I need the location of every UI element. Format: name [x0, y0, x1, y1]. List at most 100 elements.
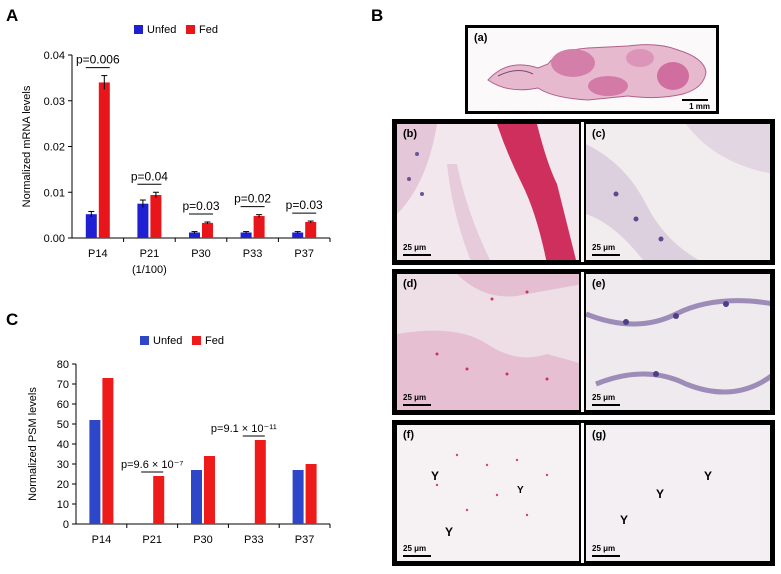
legend-swatch-fed [192, 336, 201, 345]
bar-fed-p33 [254, 440, 266, 524]
bar-fed-p33 [253, 216, 265, 238]
y-tick-label: 0.00 [44, 233, 65, 245]
y-tick-label: 0 [63, 519, 69, 531]
mrna-bar-chart: Normalized mRNA levels 0.00 0.01 0.02 0.03 0.… [21, 24, 331, 276]
legend-swatch-unfed [140, 336, 149, 345]
yolk-mark: Y [445, 525, 454, 539]
legend-swatch-unfed [134, 25, 143, 34]
micrograph-row-fg [392, 420, 775, 566]
psm-bar-chart: Normalized PSM levels 0 10 20 30 40 50 60 70 80 P1… [27, 335, 331, 546]
y-axis-label: Normalized PSM levels [27, 387, 39, 501]
bar-unfed-p21 [137, 203, 149, 238]
p-value-annotation: p=0.02 [234, 192, 271, 206]
scale-bar [592, 555, 620, 557]
legend-swatch-fed [186, 25, 195, 34]
micrograph-b: (b) 25 μm [395, 122, 581, 262]
y-tick-label: 80 [57, 359, 69, 371]
p-value-annotation: p=0.04 [131, 169, 168, 183]
yolk-mark: Y [656, 487, 665, 501]
x-tick-label: P37 [294, 248, 314, 260]
p-value-annotation: p=0.03 [286, 198, 323, 212]
micrograph-b-label: (b) [403, 128, 418, 140]
bar-unfed-p14 [85, 214, 97, 238]
y-tick-label: 0.01 [44, 187, 65, 199]
scale-bar [403, 254, 431, 256]
x-tick-label: P33 [243, 248, 263, 260]
x-tick-label: P14 [92, 534, 112, 546]
micrograph-g: (g) Y Y Y 25 μm [584, 423, 772, 563]
bar-unfed-p14 [89, 420, 101, 524]
micrograph-d-scale: 25 μm [403, 393, 427, 402]
micrograph-row-bc [392, 119, 775, 265]
scale-bar [592, 254, 620, 256]
whole-body-section-image [468, 28, 716, 111]
bar-fed-p14 [102, 378, 114, 524]
x-tick-label: P21 [142, 534, 162, 546]
bar-fed-p37 [305, 221, 317, 238]
scale-bar [592, 404, 620, 406]
bar-unfed-p30 [189, 232, 200, 238]
p-value-annotation: p=0.006 [76, 53, 120, 67]
x-tick-label: P30 [193, 534, 213, 546]
x-tick-label: P30 [191, 248, 211, 260]
panel-label-b: B [371, 6, 384, 25]
bar-fed-p21 [153, 476, 165, 524]
y-tick-label: 50 [57, 419, 69, 431]
bar-fed-p14 [98, 82, 110, 238]
bar-unfed-p33 [240, 232, 252, 238]
legend-label-unfed: Unfed [147, 24, 176, 36]
x-tick-label: P37 [295, 534, 315, 546]
bar-fed-p21 [150, 194, 162, 238]
panel-label-c: C [6, 310, 19, 329]
scale-bar [403, 404, 431, 406]
micrograph-c: (c) 25 μm [584, 122, 772, 262]
x-tick-label: P33 [244, 534, 264, 546]
yolk-mark: Y [517, 485, 524, 496]
micrograph-e-scale: 25 μm [592, 393, 616, 402]
y-axis-label: Normalized mRNA levels [21, 85, 33, 207]
bar-unfed-p30 [191, 470, 202, 524]
y-tick-label: 70 [57, 379, 69, 391]
y-tick-label: 30 [57, 459, 69, 471]
bar-unfed-p37 [292, 232, 304, 238]
x-tick-label: P21 [140, 248, 160, 260]
micrograph-d: (d) 25 μm [395, 272, 581, 412]
legend-label-unfed: Unfed [153, 335, 182, 347]
legend-label-fed: Fed [205, 335, 224, 347]
micrograph-row-de [392, 269, 775, 415]
panel-label-a: A [6, 6, 19, 25]
micrograph-g-label: (g) [592, 429, 607, 441]
y-tick-label: 40 [57, 439, 69, 451]
micrograph-e: (e) 25 μm [584, 272, 772, 412]
micrograph-f-scale: 25 μm [403, 544, 427, 553]
micrograph-c-scale: 25 μm [592, 243, 616, 252]
micrograph-e-label: (e) [592, 278, 606, 290]
legend-label-fed: Fed [199, 24, 218, 36]
tissue-image-e [586, 298, 770, 395]
x-tick-sublabel: (1/100) [132, 264, 167, 276]
yolk-mark: Y [620, 513, 629, 527]
x-tick-label: P14 [88, 248, 108, 260]
scale-bar [682, 99, 708, 101]
y-tick-label: 0.03 [44, 96, 65, 108]
micrograph-a-scale: 1 mm [689, 102, 710, 111]
micrograph-a-label: (a) [474, 32, 488, 44]
micrograph-d-label: (d) [403, 278, 418, 290]
tissue-image-b [397, 124, 576, 260]
scale-bar [403, 555, 431, 557]
y-tick-label: 0.02 [44, 142, 65, 154]
tissue-image-d [397, 274, 579, 410]
p-value-annotation: p=9.1 × 10⁻¹¹ [211, 423, 277, 435]
y-tick-label: 0.04 [44, 50, 65, 62]
tissue-image-c [586, 124, 770, 260]
micrograph-b-scale: 25 μm [403, 243, 427, 252]
y-tick-label: 10 [57, 499, 69, 511]
bar-fed-p30 [202, 222, 213, 238]
p-value-annotation: p=9.6 × 10⁻⁷ [121, 459, 183, 471]
bar-unfed-p37 [292, 470, 304, 524]
bar-fed-p30 [204, 456, 215, 524]
micrograph-g-scale: 25 μm [592, 544, 616, 553]
yolk-mark: Y [431, 469, 440, 483]
micrograph-f-label: (f) [403, 429, 414, 441]
bar-fed-p37 [305, 464, 317, 524]
